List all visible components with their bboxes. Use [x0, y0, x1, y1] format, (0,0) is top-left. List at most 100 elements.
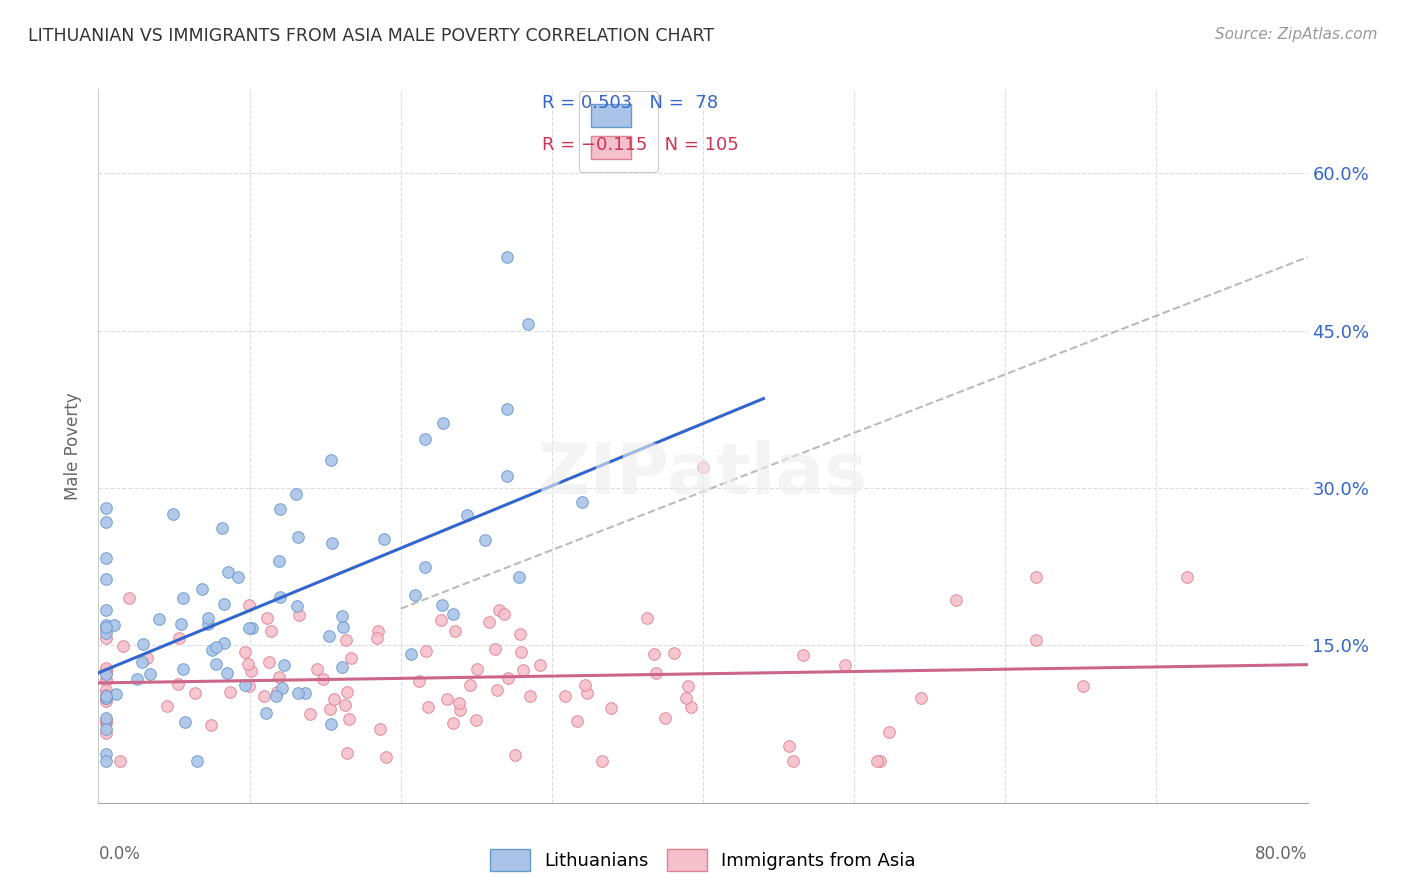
- Point: [287, 530, 309, 544]
- Point: [212, 597, 235, 611]
- Point: [869, 754, 891, 768]
- Text: LITHUANIAN VS IMMIGRANTS FROM ASIA MALE POVERTY CORRELATION CHART: LITHUANIAN VS IMMIGRANTS FROM ASIA MALE …: [28, 27, 714, 45]
- Point: [94, 722, 117, 736]
- Point: [503, 748, 526, 763]
- Point: [104, 687, 127, 701]
- Point: [94, 663, 117, 677]
- Point: [336, 746, 359, 760]
- Point: [94, 661, 117, 675]
- Point: [167, 677, 190, 691]
- Point: [94, 694, 117, 708]
- Point: [330, 608, 353, 623]
- Point: [94, 663, 117, 677]
- Point: [217, 565, 239, 579]
- Point: [675, 690, 697, 705]
- Point: [637, 611, 659, 625]
- Point: [367, 624, 389, 639]
- Point: [575, 685, 598, 699]
- Point: [413, 432, 436, 446]
- Point: [1024, 570, 1046, 584]
- Point: [408, 674, 430, 689]
- Point: [418, 700, 440, 714]
- Point: [190, 582, 212, 596]
- Point: [94, 714, 117, 729]
- Point: [240, 622, 263, 636]
- Point: [368, 722, 391, 736]
- Point: [486, 683, 509, 698]
- Point: [167, 631, 190, 645]
- Text: 0.0%: 0.0%: [98, 845, 141, 863]
- Point: [170, 617, 193, 632]
- Point: [94, 602, 117, 616]
- Point: [399, 647, 422, 661]
- Point: [508, 570, 530, 584]
- Point: [565, 714, 588, 728]
- Point: [413, 560, 436, 574]
- Point: [571, 495, 593, 509]
- Text: Source: ZipAtlas.com: Source: ZipAtlas.com: [1215, 27, 1378, 42]
- Point: [253, 689, 276, 703]
- Point: [200, 718, 222, 732]
- Point: [335, 633, 357, 648]
- Point: [94, 715, 117, 730]
- Point: [94, 713, 117, 727]
- Point: [94, 754, 117, 768]
- Point: [322, 692, 344, 706]
- Point: [132, 637, 155, 651]
- Point: [488, 603, 510, 617]
- Point: [318, 629, 340, 643]
- Point: [269, 590, 291, 604]
- Point: [319, 717, 342, 731]
- Text: ZIPatlas: ZIPatlas: [538, 440, 868, 509]
- Point: [233, 645, 256, 659]
- Point: [94, 500, 117, 515]
- Point: [94, 622, 117, 636]
- Point: [264, 689, 287, 703]
- Point: [238, 622, 260, 636]
- Point: [436, 692, 458, 706]
- Point: [441, 715, 464, 730]
- Point: [877, 725, 900, 739]
- Point: [449, 696, 471, 710]
- Point: [204, 657, 226, 672]
- Point: [162, 508, 184, 522]
- Point: [444, 624, 467, 639]
- Point: [591, 754, 613, 768]
- Point: [299, 706, 322, 721]
- Point: [449, 703, 471, 717]
- Point: [441, 607, 464, 621]
- Point: [319, 702, 342, 716]
- Point: [517, 317, 540, 331]
- Point: [94, 631, 117, 645]
- Point: [285, 487, 308, 501]
- Point: [257, 655, 280, 669]
- Point: [415, 644, 437, 658]
- Point: [692, 460, 714, 475]
- Point: [94, 682, 117, 697]
- Point: [1024, 633, 1046, 648]
- Point: [305, 662, 328, 676]
- Point: [509, 627, 531, 641]
- Point: [519, 690, 541, 704]
- Point: [135, 651, 157, 665]
- Point: [945, 593, 967, 607]
- Point: [1175, 570, 1198, 584]
- Point: [211, 521, 233, 535]
- Point: [112, 640, 135, 654]
- Point: [432, 599, 454, 613]
- Point: [512, 664, 534, 678]
- Point: [139, 667, 162, 681]
- Point: [554, 689, 576, 703]
- Point: [260, 624, 283, 638]
- Point: [236, 657, 259, 671]
- Point: [430, 613, 453, 627]
- Point: [103, 618, 125, 632]
- Legend: Lithuanians, Immigrants from Asia: Lithuanians, Immigrants from Asia: [484, 842, 922, 879]
- Point: [654, 711, 676, 725]
- Point: [94, 572, 117, 586]
- Point: [273, 657, 295, 672]
- Point: [340, 650, 363, 665]
- Point: [404, 588, 426, 602]
- Point: [484, 641, 506, 656]
- Point: [510, 645, 533, 659]
